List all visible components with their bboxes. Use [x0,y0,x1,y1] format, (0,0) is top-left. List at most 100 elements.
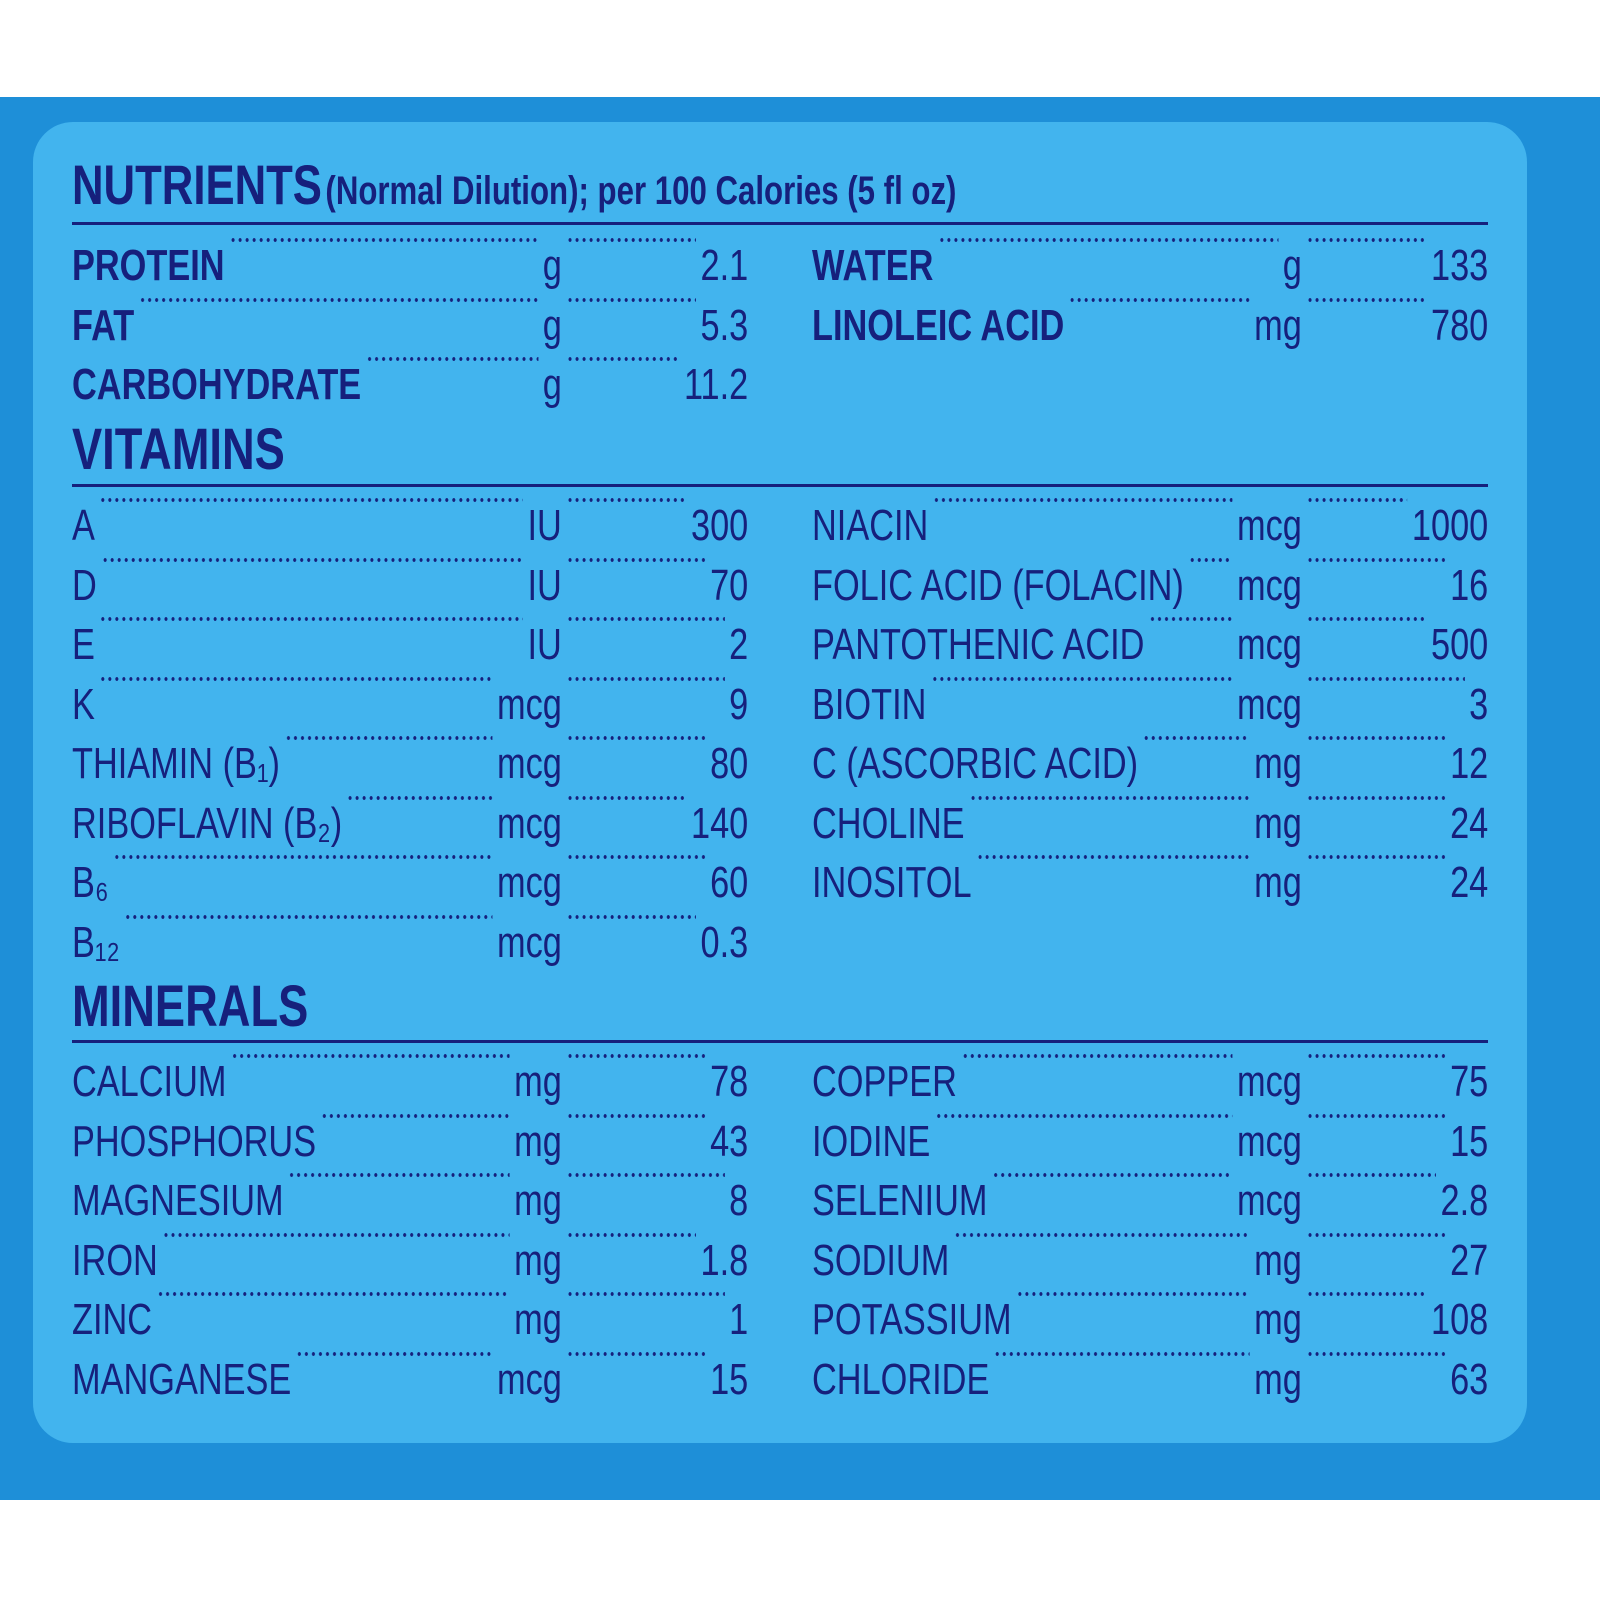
value-part: 500 [1302,615,1488,675]
nutrient-name: PROTEIN [72,241,225,290]
value-part: 1000 [1302,496,1488,556]
dot-leader [976,853,1250,861]
nutrient-value: 43 [710,1116,749,1166]
nutrient-row: SODIUM mg 27 [812,1230,1488,1291]
dot-leader [1306,853,1446,861]
nutrient-unit: mg [1254,1235,1302,1285]
nutrient-unit: mcg [1237,560,1302,610]
nutrient-value: 5.3 [700,300,749,350]
nutrient-unit: mcg [1237,1116,1302,1166]
dot-leader [566,236,696,244]
nutrient-row: WATER g 133 [812,236,1488,296]
nutrient-name: SODIUM [812,1235,950,1285]
column: COPPER mcg 75 IODINE mcg 15 SELENIUM mcg 2.8 SODI… [812,1052,1488,1409]
dot-leader [992,1171,1233,1179]
name-unit: WATER g [812,236,1302,296]
nutrient-value: 12 [1450,739,1489,788]
column: CALCIUM mg 78 PHOSPHORUS mg 43 MAGNESIUM mg 8 IRO… [72,1052,748,1409]
header-subtitle: (Normal Dilution); per 100 Calories (5 f… [325,169,957,213]
nutrient-value: 16 [1450,560,1489,610]
nutrient-value: 70 [710,560,749,610]
name-unit: CHLORIDE mg [812,1349,1302,1410]
value-part: 12 [1302,734,1488,794]
nutrient-unit: mcg [497,917,562,967]
nutrient-unit: mg [514,1176,562,1225]
nutrient-row: CHOLINE mg 24 [812,793,1488,854]
nutrient-name: SELENIUM [812,1176,988,1225]
nutrient-name: LINOLEIC ACID [812,300,1065,350]
nutrient-name: MANGANESE [72,1354,292,1404]
nutrient-name: D [72,560,97,610]
value-part: 70 [562,555,749,616]
dot-leader [566,912,696,921]
column: NIACIN mcg 1000 FOLIC ACID (FOLACIN) mcg 16 PA… [812,496,1488,913]
nutrient-unit: mcg [1237,501,1302,550]
header-title: NUTRIENTS [72,153,322,216]
dot-leader [566,1171,725,1179]
dot-leader [1306,1230,1446,1239]
nutrient-unit: mcg [1237,1176,1302,1225]
value-part: 15 [562,1349,748,1410]
name-unit: D IU [72,555,562,616]
dot-leader [320,1111,510,1120]
nutrient-name: CALCIUM [72,1057,227,1106]
nutrient-unit: mcg [1237,620,1302,669]
nutrient-unit: mg [514,1116,562,1166]
value-part: 9 [562,674,748,735]
nutrient-row: BIOTIN mcg 3 [812,674,1488,735]
name-unit: NIACIN mcg [812,496,1302,556]
name-unit: IRON mg [72,1230,562,1291]
dot-leader [934,1111,1233,1120]
nutrient-row: NIACIN mcg 1000 [812,496,1488,556]
nutrient-name: WATER [812,241,934,290]
nutrient-unit: mcg [497,739,562,788]
nutrient-value: 300 [690,501,749,550]
name-unit: PANTOTHENIC ACID mcg [812,615,1302,675]
nutrient-row: PANTOTHENIC ACID mcg 500 [812,615,1488,675]
dot-leader [566,1230,696,1239]
nutrient-value: 2 [729,620,749,669]
nutrient-unit: IU [527,620,562,669]
name-unit: CARBOHYDRATE g [72,355,562,415]
dot-leader [566,1111,706,1120]
dot-leader [138,295,539,304]
nutrient-name: POTASSIUM [812,1295,1012,1344]
value-part: 24 [1302,793,1488,854]
value-part: 2.1 [562,236,748,296]
nutrient-unit: mg [514,1235,562,1285]
nutrient-name: BIOTIN [812,679,927,729]
header: NUTRIENTS (Normal Dilution); per 100 Cal… [72,152,956,217]
nutrient-row: CHLORIDE mg 63 [812,1349,1488,1410]
dot-leader [365,355,539,363]
nutrient-name: E [72,620,95,669]
nutrient-row: THIAMIN (B₁) mcg 80 [72,734,748,794]
name-unit: B₆ mcg [72,853,562,913]
nutrient-unit: mcg [497,1354,562,1404]
nutrient-row: ZINC mg 1 [72,1290,748,1350]
dot-leader [229,236,539,244]
nutrient-row: SELENIUM mcg 2.8 [812,1171,1488,1231]
dot-leader [99,615,523,623]
value-part: 133 [1302,236,1488,296]
nutrient-row: IRON mg 1.8 [72,1230,748,1291]
nutrient-name: K [72,679,95,729]
nutrient-row: B₁₂ mcg 0.3 [72,912,748,973]
nutrient-value: 500 [1430,620,1489,669]
value-part: 2.8 [1302,1171,1488,1231]
nutrient-name: THIAMIN (B₁) [72,739,280,788]
nutrient-name: FAT [72,300,135,350]
value-part: 78 [562,1052,748,1112]
value-part: 1.8 [562,1230,748,1291]
nutrient-unit: mcg [497,798,562,848]
name-unit: A IU [72,496,562,556]
dot-leader [566,1349,706,1358]
nutrient-name: C (ASCORBIC ACID) [812,739,1139,788]
nutrient-row: D IU 70 [72,555,749,616]
nutrient-unit: mg [1254,300,1302,350]
nutrient-value: 11.2 [684,360,749,409]
nutrient-name: IRON [72,1235,158,1285]
nutrient-row: CARBOHYDRATE g 11.2 [72,355,748,415]
value-part: 8 [562,1171,748,1231]
dot-leader [101,555,523,564]
